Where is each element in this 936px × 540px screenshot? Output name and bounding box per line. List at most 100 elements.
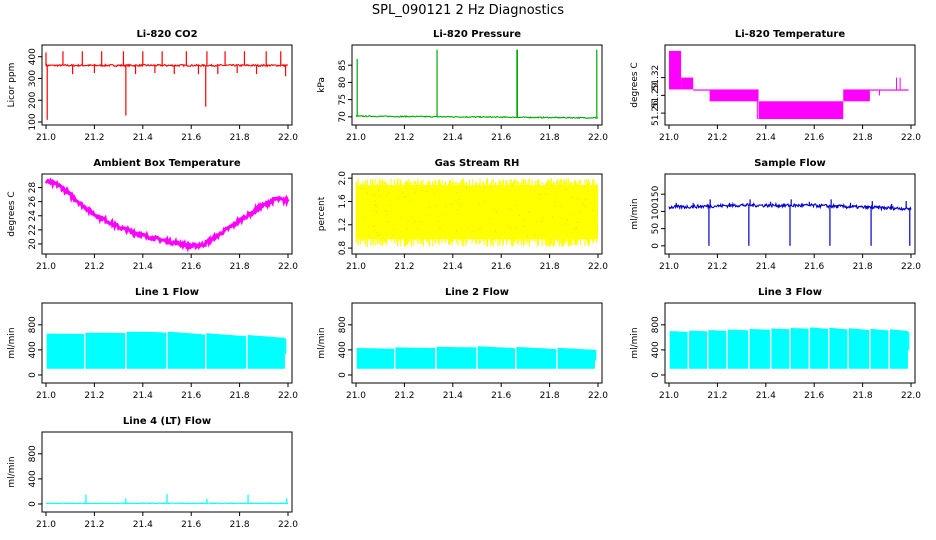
- y-axis: 0 400 800: [28, 445, 42, 507]
- x-tick-label: 21.2: [707, 391, 727, 401]
- temp-band: [843, 89, 870, 102]
- y-tick-label: 70: [338, 111, 348, 123]
- x-tick-label: 21.8: [230, 520, 250, 530]
- plot-frame: [664, 173, 916, 255]
- x-axis: 21.0 21.2 21.4 21.6 21.8 22.0: [659, 383, 921, 401]
- y-axis: 0 400 800: [651, 316, 665, 378]
- y-tick-label: 400: [28, 470, 38, 487]
- x-tick-label: 22.0: [278, 133, 298, 143]
- y-axis: 0 400 800: [28, 316, 42, 378]
- x-tick-label: 21.0: [346, 391, 366, 401]
- panel-ambient: Ambient Box Temperature 21.0 21.2 21.4 21.6 2…: [7, 158, 298, 272]
- panel-title: Li-820 Pressure: [433, 29, 521, 40]
- flow-segment: [516, 347, 557, 369]
- y-tick-label: 75: [338, 94, 348, 105]
- panel-title: Line 1 Flow: [135, 287, 199, 298]
- x-tick-label: 22.0: [588, 133, 608, 143]
- plot-frame: [351, 173, 603, 255]
- panel-rh: Gas Stream RH 21.0 21.2 21.4 21.6 21.8 22.0 0.8…: [317, 158, 608, 272]
- flow-segment: [829, 327, 848, 369]
- x-axis: 21.0 21.2 21.4 21.6 21.8 22.0: [36, 383, 298, 401]
- panel-title: Li-820 Temperature: [735, 29, 845, 40]
- x-tick-label: 21.6: [181, 262, 201, 272]
- figure-title: SPL_090121 2 Hz Diagnostics: [372, 3, 564, 18]
- x-tick-label: 21.2: [84, 391, 104, 401]
- rh-noise: [355, 178, 597, 247]
- y-tick-label: 800: [28, 445, 38, 462]
- x-tick-label: 21.4: [133, 262, 153, 272]
- plot-frame: [41, 431, 293, 513]
- x-tick-label: 21.6: [181, 133, 201, 143]
- flow-segment: [669, 331, 688, 369]
- y-axis-label: degrees C: [7, 191, 17, 236]
- temp-band: [681, 77, 694, 90]
- flow-segment: [477, 346, 515, 369]
- y-tick-label: 51.29: [651, 82, 661, 108]
- y-tick-label: 0: [651, 372, 661, 378]
- y-tick-label: 200: [28, 91, 38, 108]
- x-tick-label: 21.2: [707, 262, 727, 272]
- panel-line4: Line 4 (LT) Flow 21.0 21.2 21.4 21.6 21.8 22.0…: [7, 416, 298, 530]
- y-tick-label: 26: [28, 196, 38, 208]
- x-tick-label: 22.0: [901, 262, 921, 272]
- y-tick-label: 0: [28, 372, 38, 378]
- x-tick-label: 21.0: [659, 133, 679, 143]
- x-tick-label: 21.0: [36, 520, 56, 530]
- flow-segment: [395, 347, 436, 369]
- y-axis-label: ml/min: [630, 327, 640, 358]
- x-tick-label: 21.4: [756, 391, 776, 401]
- series-line: [355, 114, 599, 120]
- x-tick-label: 21.4: [443, 391, 463, 401]
- flow-segment: [727, 329, 749, 369]
- x-tick-label: 21.0: [346, 262, 366, 272]
- x-tick-label: 21.2: [707, 133, 727, 143]
- flow-segment: [436, 346, 477, 369]
- flow-segment: [167, 331, 205, 369]
- temp-band: [869, 89, 909, 91]
- x-tick-label: 21.0: [659, 391, 679, 401]
- y-tick-label: 800: [28, 316, 38, 333]
- flow-segment: [870, 328, 889, 369]
- x-tick-label: 21.4: [133, 391, 153, 401]
- panel-title: Ambient Box Temperature: [93, 158, 240, 169]
- y-axis-label: ml/min: [630, 198, 640, 229]
- x-tick-label: 21.2: [394, 133, 414, 143]
- y-tick-label: 400: [338, 341, 348, 358]
- x-tick-label: 21.8: [230, 133, 250, 143]
- y-tick-label: 28: [28, 182, 38, 194]
- panel-title: Gas Stream RH: [435, 158, 520, 169]
- x-tick-label: 21.0: [36, 262, 56, 272]
- series-temp: [669, 50, 909, 120]
- x-axis: 21.0 21.2 21.4 21.6 21.8 22.0: [659, 125, 921, 143]
- y-tick-label: 22: [28, 224, 38, 235]
- y-tick-label: 0: [338, 372, 348, 378]
- x-axis: 21.0 21.2 21.4 21.6 21.8 22.0: [36, 125, 298, 143]
- y-axis-label: Licor ppm: [7, 63, 17, 108]
- plot-frame: [664, 302, 916, 384]
- y-tick-label: 400: [28, 48, 38, 65]
- x-tick-label: 21.8: [230, 262, 250, 272]
- series-line3: [669, 327, 910, 369]
- x-tick-label: 22.0: [278, 262, 298, 272]
- y-axis: 0.8 1.2 1.6 2.0: [338, 171, 352, 255]
- series-co2: [45, 51, 289, 120]
- x-tick-label: 21.4: [443, 133, 463, 143]
- panel-title: Line 4 (LT) Flow: [123, 416, 211, 427]
- y-axis: 70 75 80 85: [338, 59, 352, 123]
- x-tick-label: 21.2: [84, 262, 104, 272]
- panel-title: Li-820 CO2: [136, 29, 197, 40]
- panel-temp: Li-820 Temperature 21.0 21.2 21.4 21.6 21.8 22…: [630, 29, 921, 143]
- flow-segment: [356, 348, 394, 369]
- series-pressure: [355, 49, 599, 120]
- y-axis: 0 400 800: [338, 316, 352, 378]
- x-tick-label: 21.4: [756, 133, 776, 143]
- series-line2: [356, 346, 597, 369]
- panel-title: Sample Flow: [754, 158, 826, 169]
- x-axis: 21.0 21.2 21.4 21.6 21.8 22.0: [36, 512, 298, 530]
- x-tick-label: 21.2: [394, 391, 414, 401]
- plot-frame: [41, 44, 293, 126]
- plot-frame: [41, 302, 293, 384]
